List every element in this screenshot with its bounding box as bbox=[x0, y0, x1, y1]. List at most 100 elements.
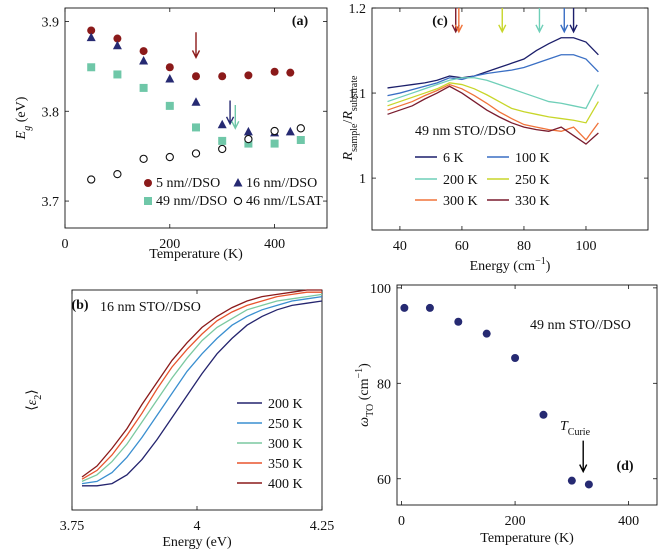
y-tick-label: 60 bbox=[377, 473, 391, 488]
marker bbox=[270, 67, 279, 76]
y-tick-label: 3.7 bbox=[42, 195, 60, 210]
x-tick-label: 0 bbox=[62, 237, 69, 252]
x-axis-label: Temperature (K) bbox=[149, 247, 243, 262]
y-tick-label: 80 bbox=[377, 377, 391, 392]
label-part: −1 bbox=[354, 368, 365, 379]
x-tick-label: 3.75 bbox=[60, 519, 85, 534]
legend-label: 46 nm//LSAT bbox=[246, 194, 323, 209]
marker bbox=[425, 303, 434, 312]
legend-label: 200 K bbox=[268, 397, 303, 412]
arrow bbox=[579, 440, 588, 474]
marker bbox=[454, 317, 463, 326]
panel-label: (c) bbox=[432, 14, 448, 29]
annotation: 49 nm STO//DSO bbox=[415, 124, 516, 139]
marker bbox=[139, 55, 149, 65]
x-tick-label: 200 bbox=[505, 514, 526, 529]
marker bbox=[165, 73, 175, 83]
marker bbox=[286, 68, 295, 77]
legend-label: 6 K bbox=[443, 151, 464, 166]
marker bbox=[218, 144, 227, 154]
marker bbox=[191, 149, 201, 158]
marker bbox=[244, 139, 253, 148]
marker bbox=[244, 134, 253, 144]
x-tick-label: 40 bbox=[393, 239, 407, 254]
y-tick-label: 1.2 bbox=[349, 2, 367, 17]
legend-label: 330 K bbox=[515, 194, 550, 209]
label-part: ⟩ bbox=[25, 389, 40, 394]
label-part: g bbox=[22, 126, 33, 131]
marker bbox=[243, 126, 253, 136]
arrow bbox=[498, 8, 507, 34]
marker bbox=[192, 123, 200, 132]
legend-label: 16 nm//DSO bbox=[246, 176, 317, 191]
label-part: ) bbox=[546, 259, 551, 274]
marker bbox=[511, 354, 520, 363]
annotation: 16 nm STO//DSO bbox=[100, 300, 201, 315]
marker bbox=[217, 119, 227, 129]
label-part: / bbox=[341, 120, 356, 124]
legend-label: 200 K bbox=[443, 173, 478, 188]
marker bbox=[113, 70, 122, 79]
x-axis-label: Energy (cm−1) bbox=[470, 256, 551, 274]
annotation: 49 nm STO//DSO bbox=[530, 318, 631, 333]
marker bbox=[233, 178, 243, 187]
marker bbox=[400, 303, 409, 312]
label-part: substrate bbox=[349, 75, 360, 111]
arrow bbox=[569, 8, 578, 34]
line bbox=[387, 85, 599, 145]
y-axis-label: Rsample/Rsubstrate bbox=[341, 75, 360, 161]
marker bbox=[139, 154, 148, 164]
label-part: R bbox=[341, 111, 356, 121]
label-part: 2 bbox=[33, 395, 44, 400]
marker bbox=[482, 329, 491, 338]
marker bbox=[296, 124, 305, 133]
arrow bbox=[451, 8, 460, 34]
x-tick-label: 100 bbox=[575, 239, 596, 254]
label-part: −1 bbox=[535, 256, 546, 267]
x-tick-label: 0 bbox=[398, 514, 405, 529]
annotation: TCurie bbox=[560, 419, 591, 438]
marker bbox=[296, 136, 305, 144]
y-tick-label: 3.8 bbox=[42, 105, 60, 120]
marker bbox=[113, 34, 122, 43]
y-axis-label: ⟨ε2⟩ bbox=[25, 389, 44, 410]
label-part: (cm bbox=[357, 378, 372, 403]
x-tick-label: 400 bbox=[618, 514, 639, 529]
marker bbox=[191, 97, 201, 106]
line bbox=[387, 37, 599, 89]
x-axis-label: Temperature (K) bbox=[480, 531, 574, 546]
marker bbox=[139, 47, 148, 56]
line bbox=[82, 300, 323, 487]
marker bbox=[139, 83, 148, 92]
x-tick-label: 4 bbox=[194, 519, 201, 534]
legend-label: 5 nm//DSO bbox=[156, 176, 220, 191]
label-part: E bbox=[14, 130, 29, 140]
legend-label: 300 K bbox=[443, 194, 478, 209]
marker bbox=[87, 175, 96, 184]
marker bbox=[567, 476, 576, 485]
plot-frame bbox=[396, 284, 658, 506]
marker bbox=[218, 136, 227, 145]
label-part: R bbox=[341, 151, 356, 161]
panel-label: (a) bbox=[292, 14, 309, 29]
label-part: ω bbox=[357, 417, 372, 427]
line bbox=[387, 54, 599, 97]
marker bbox=[233, 196, 243, 206]
label-part: T bbox=[560, 419, 569, 434]
arrow bbox=[535, 8, 544, 34]
label-part: ⟨ bbox=[25, 405, 40, 410]
line bbox=[387, 82, 599, 124]
x-tick-label: 400 bbox=[264, 237, 285, 252]
marker bbox=[144, 197, 152, 205]
legend-label: 250 K bbox=[268, 417, 303, 432]
y-tick-label: 1.1 bbox=[349, 87, 367, 102]
line bbox=[387, 77, 599, 110]
legend-label: 300 K bbox=[268, 437, 303, 452]
y-tick-label: 1 bbox=[359, 172, 366, 187]
arrow bbox=[225, 100, 235, 126]
y-tick-label: 3.9 bbox=[42, 15, 60, 30]
plot-frame bbox=[64, 7, 328, 229]
x-tick-label: 200 bbox=[159, 237, 180, 252]
x-axis-label: Energy (eV) bbox=[162, 535, 232, 550]
